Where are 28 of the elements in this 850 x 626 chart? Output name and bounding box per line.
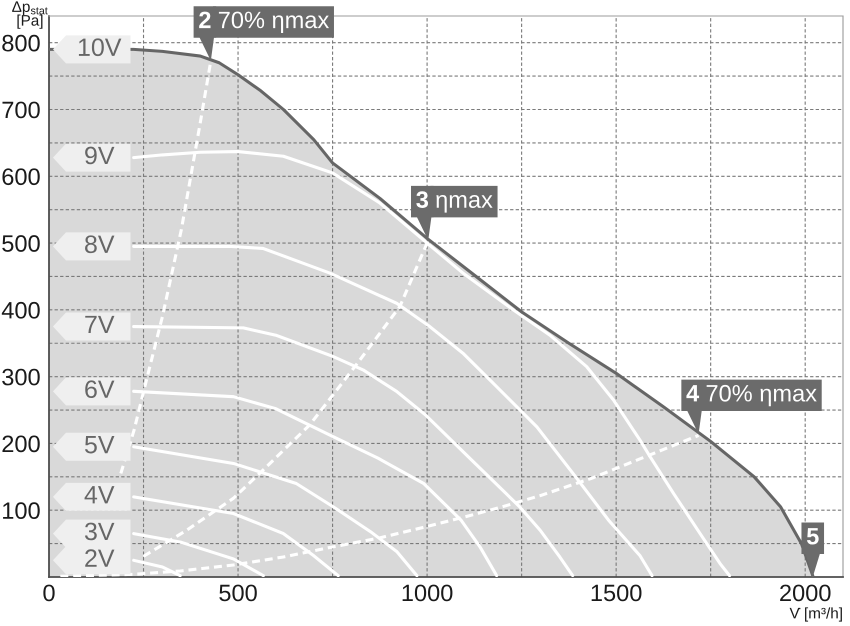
y-axis-title: Δp$_{stat}$ [Pa] [12,1,48,29]
x-tick-label: 500 [219,584,257,602]
y-tick-label: 500 [2,235,40,252]
annotation: 5 [806,528,819,545]
annotation: 3 ηmax [416,191,493,213]
series-label: 7V [85,316,114,334]
series-label: 10V [78,38,122,56]
y-tick-label: 400 [2,302,40,319]
x-tick-label: 1500 [592,584,642,602]
y-tick-label: 700 [2,102,40,118]
series-label: 8V [85,235,114,254]
series-label: 9V [85,146,114,164]
y-tick-label: 800 [2,34,40,52]
series-label: 6V [85,380,114,398]
legend-label: 2V [85,549,114,567]
y-tick-label: 100 [3,502,40,519]
x-tick-label: 0 [43,584,55,602]
annotation: 4 70% ηmax [686,384,817,406]
x-axis-title: V̇ [m³/h] [790,607,842,622]
x-tick-label: 1000 [402,584,452,602]
legend-label: 4V [84,486,114,504]
annotation: 2 70% ηmax [199,12,330,33]
x-tick-label: 2000 [780,584,831,602]
legend-label: 3V [84,522,114,540]
y-tick-label: 600 [2,168,40,186]
series-label: 5V [84,436,114,454]
y-tick-label: 200 [2,435,40,452]
y-tick-label: 300 [2,368,40,386]
